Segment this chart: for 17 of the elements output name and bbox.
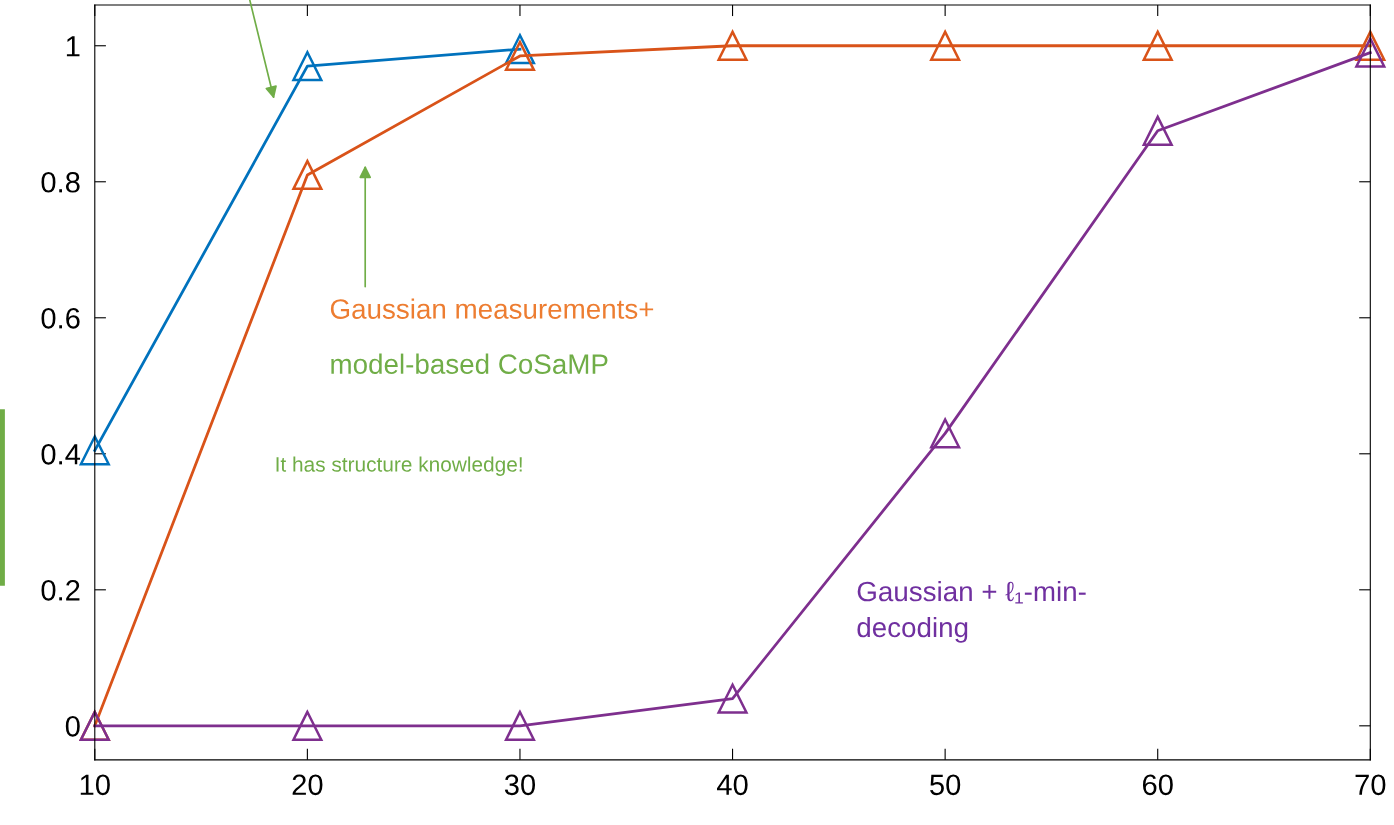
x-tick-label: 20 [292,774,323,796]
y-tick-label: 0.4 [41,444,81,465]
x-tick-label: 50 [930,774,961,796]
annotation: Gaussian measurements+ [330,298,654,319]
x-tick-label: 70 [1355,774,1386,796]
y-tick-label: 0.6 [41,307,80,329]
y-tick-label: 0 [65,716,80,737]
annotation: Gaussian + ℓ₁-min- decoding [857,580,1086,643]
x-tick-label: 60 [1142,774,1173,796]
annotation: model-based CoSaMP [331,353,608,374]
y-tick-label: 1 [66,36,80,57]
y-tick-label: 0.8 [41,171,80,193]
y-tick-label: 0.2 [41,580,80,601]
x-tick-label: 10 [80,774,110,796]
annotation: It has structure knowledge! [276,456,522,476]
x-tick-label: 30 [504,774,536,796]
x-tick-label: 40 [717,774,748,796]
